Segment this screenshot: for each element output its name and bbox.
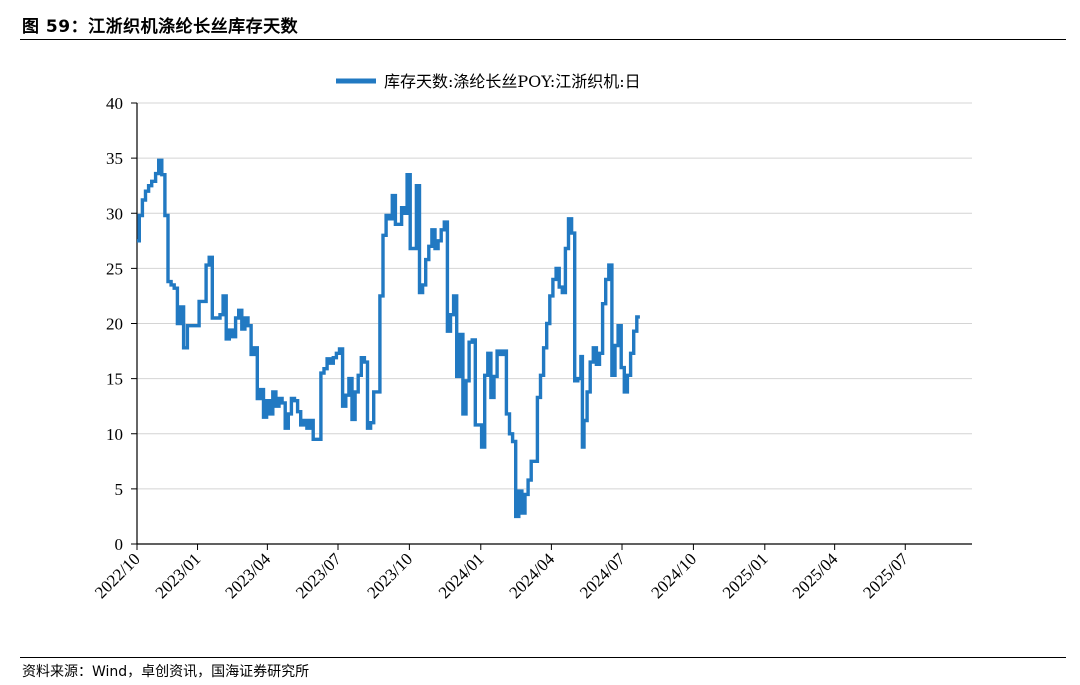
x-tick-label: 2023/07 [292, 549, 345, 602]
x-tick-label: 2023/04 [221, 549, 274, 602]
x-tick-label: 2024/04 [505, 549, 558, 602]
x-tick-label: 2025/04 [789, 549, 842, 602]
y-tick-label: 10 [106, 425, 123, 444]
y-tick-label: 0 [115, 535, 124, 554]
series-line [137, 158, 640, 519]
x-tick-label: 2023/01 [152, 549, 205, 602]
y-tick-label: 15 [106, 370, 123, 389]
top-rule [20, 39, 1066, 40]
x-tick-label: 2023/10 [363, 549, 416, 602]
x-tick-label: 2025/01 [719, 549, 772, 602]
legend: 库存天数:涤纶长丝POY:江浙织机:日 [336, 72, 641, 91]
x-tick-label: 2024/07 [576, 549, 629, 602]
y-tick-label: 30 [106, 204, 123, 223]
figure-title: 图 59：江浙织机涤纶长丝库存天数 [22, 17, 299, 37]
legend-label: 库存天数:涤纶长丝POY:江浙织机:日 [384, 72, 641, 91]
x-tick-label: 2024/01 [435, 549, 488, 602]
axes [131, 102, 972, 550]
gridlines [137, 102, 972, 490]
y-tick-label: 5 [115, 480, 124, 499]
x-tick-label: 2022/10 [91, 549, 144, 602]
x-tick-label: 2024/10 [647, 549, 700, 602]
y-tick-label: 35 [106, 149, 123, 168]
y-tick-label: 25 [106, 259, 123, 278]
x-tick-labels: 2022/10 2023/01 2023/04 2023/07 2023/10 2024/… [91, 549, 912, 602]
x-tick-label: 2025/07 [859, 549, 912, 602]
series-layer [137, 158, 640, 519]
bottom-rule [20, 657, 1066, 658]
y-tick-labels: 0 5 10 15 20 25 30 35 40 [106, 94, 123, 554]
source-note: 资料来源：Wind，卓创资讯，国海证券研究所 [22, 664, 310, 680]
y-tick-label: 40 [106, 94, 123, 113]
y-tick-label: 20 [106, 315, 123, 334]
